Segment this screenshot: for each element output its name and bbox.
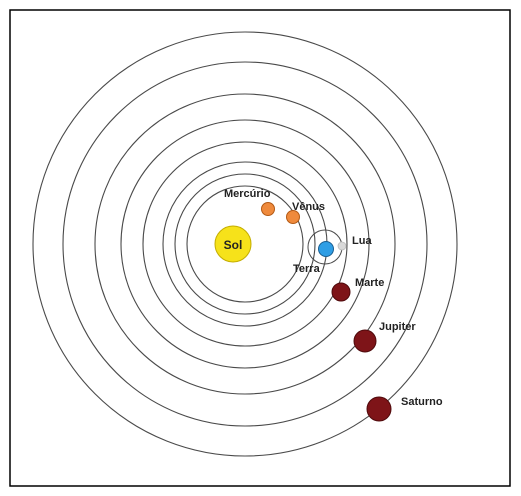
moon-icon [337,241,347,251]
orbit-venus [174,173,316,315]
mercury-label: Mercúrio [224,188,271,200]
jupiter-label: Jupiter [379,321,416,333]
diagram-border [9,9,511,487]
mars-label: Marte [355,277,384,289]
mercury-icon [261,202,275,216]
venus-icon [286,210,300,224]
orbit-asteroid [120,119,370,369]
orbit-mercury [186,185,304,303]
orbit-jupiter [94,93,396,395]
jupiter-icon [353,329,377,353]
saturn-icon [366,396,392,422]
moon-label: Lua [352,235,372,247]
orbit-outer [32,31,458,457]
orbit-mars [142,141,348,347]
venus-label: Vênus [292,201,325,213]
sun-icon [214,225,252,263]
earth-label: Terra [293,263,321,275]
saturn-label: Saturno [401,396,443,408]
mars-icon [331,282,351,302]
earth-icon [318,241,334,257]
sun-label: Sol [224,238,243,252]
orbit-saturn [62,61,428,427]
